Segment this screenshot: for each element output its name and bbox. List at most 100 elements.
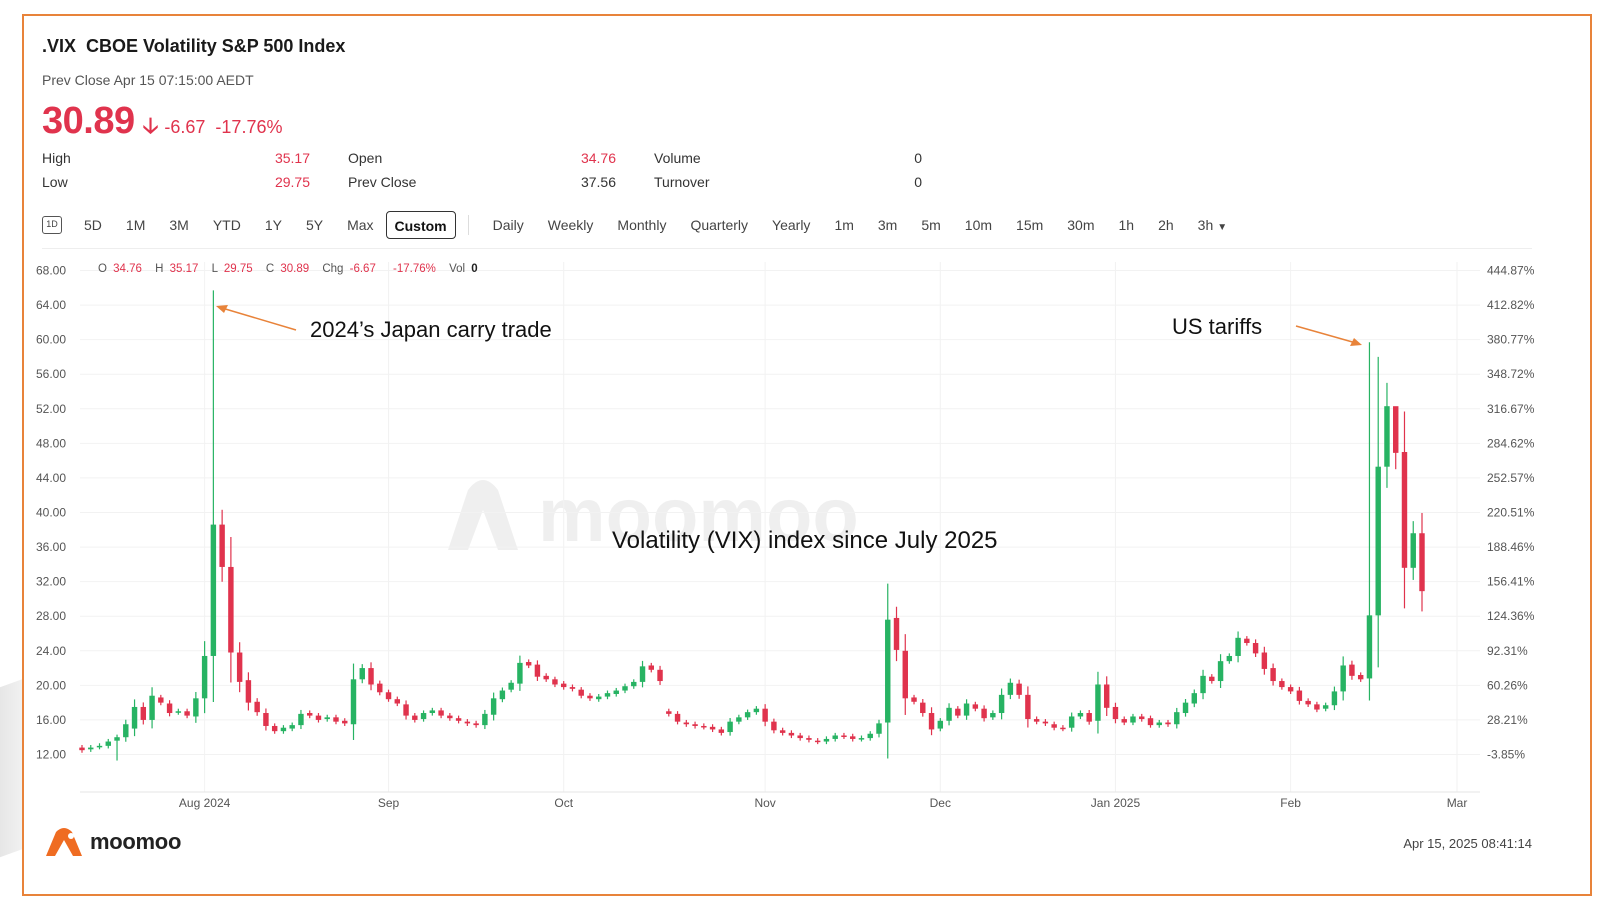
candle-body <box>963 703 970 716</box>
candle-body <box>245 680 252 703</box>
ohlc-chg-label: Chg <box>322 263 343 275</box>
y-right-tick-label: 60.26% <box>1487 678 1528 692</box>
candle-body <box>1235 637 1241 656</box>
candle-body <box>1261 652 1268 669</box>
y-tick-label: 20.00 <box>36 678 66 692</box>
price-row: 30.89 🡣 -6.67 -17.76% <box>42 100 282 147</box>
candle-body <box>1121 719 1127 723</box>
candle-body <box>1287 687 1294 692</box>
stat-value: 29.75 <box>274 174 310 190</box>
interval-1h[interactable]: 1h <box>1118 217 1135 233</box>
y-tick-label: 32.00 <box>36 575 66 589</box>
prev-close-time: Prev Close Apr 15 07:15:00 AEDT <box>42 72 254 88</box>
y-tick-label: 56.00 <box>36 367 66 381</box>
candle-body <box>902 650 908 699</box>
toolbar-divider-line <box>42 248 1532 249</box>
watermark-brand: moomoo <box>538 472 859 558</box>
range-ytd[interactable]: YTD <box>212 217 241 233</box>
candle-body <box>657 669 663 682</box>
candle-body <box>412 715 418 720</box>
candle-body <box>534 664 541 677</box>
candle-body <box>762 708 768 722</box>
candle-body <box>744 712 751 718</box>
y-axis-left: 68.00 64.00 60.00 56.00 52.00 48.00 44.00 40.00… <box>36 264 66 762</box>
candle-body <box>674 713 681 722</box>
moomoo-watermark: moomoo <box>438 470 859 560</box>
interval-daily[interactable]: Daily <box>492 217 524 233</box>
y-right-tick-label: 156.41% <box>1487 575 1535 589</box>
candle-body <box>928 713 935 730</box>
candle-body <box>96 745 103 748</box>
interval-3m[interactable]: 3m <box>877 217 898 233</box>
range-max[interactable]: Max <box>347 217 374 233</box>
interval-quarterly[interactable]: Quarterly <box>690 217 749 233</box>
candle-body <box>131 706 138 729</box>
candle-body <box>464 721 471 724</box>
y-tick-label: 52.00 <box>36 402 66 416</box>
interval-5m[interactable]: 5m <box>921 217 941 233</box>
range-5y[interactable]: 5Y <box>305 217 324 233</box>
candle-body <box>604 693 611 697</box>
tariffs-arrow-head-icon <box>1350 338 1362 346</box>
candle-body <box>1270 668 1276 682</box>
candle-body <box>885 619 891 723</box>
stat-turnover: Turnover <box>654 174 710 190</box>
interval-yearly[interactable]: Yearly <box>772 217 811 233</box>
ohlc-h-label: H <box>155 263 163 275</box>
candle-body <box>858 738 865 740</box>
interval-15m[interactable]: 15m <box>1016 217 1044 233</box>
candle-body <box>543 675 549 680</box>
interval-10m[interactable]: 10m <box>964 217 993 233</box>
candle-body <box>79 747 85 751</box>
candle-body <box>946 707 952 721</box>
range-5d[interactable]: 5D <box>84 217 102 233</box>
ohlc-l-label: L <box>212 263 219 275</box>
candle-body <box>972 704 979 709</box>
candle-body <box>727 721 733 733</box>
ticker-symbol: .VIX <box>42 36 77 56</box>
x-tick-label: Dec <box>930 796 951 810</box>
candle-body <box>114 737 120 741</box>
candle-body <box>1314 704 1320 710</box>
candle-body <box>806 738 812 740</box>
candle-body <box>981 708 987 719</box>
interval-2h[interactable]: 2h <box>1158 217 1174 233</box>
screenshot-frame <box>22 14 1592 896</box>
candle-body <box>429 710 436 714</box>
candle-body <box>823 738 830 742</box>
candle-body <box>236 652 243 682</box>
footer-timestamp: Apr 15, 2025 08:41:14 <box>1403 836 1532 851</box>
chart-grid <box>80 262 1480 792</box>
range-custom-button[interactable]: Custom <box>385 211 456 239</box>
range-1m[interactable]: 1M <box>125 217 146 233</box>
candle-body <box>709 726 716 730</box>
candle-body <box>1130 716 1136 723</box>
candle-body <box>394 699 401 704</box>
candle-body <box>324 717 330 720</box>
x-tick-label: Sep <box>378 796 400 810</box>
candle-body <box>1340 665 1346 692</box>
y-axis-right: 444.87% 412.82% 380.77% 348.72% 316.67% 284.6… <box>1487 264 1535 762</box>
interval-3h[interactable]: 3h ▼ <box>1186 211 1239 239</box>
range-3m[interactable]: 3M <box>169 217 189 233</box>
moomoo-logo-icon <box>448 480 518 550</box>
ohlc-c-value: 30.89 <box>280 263 309 275</box>
stat-label: Prev Close <box>348 174 417 190</box>
ohlc-vol-value: 0 <box>471 263 477 275</box>
interval-monthly[interactable]: Monthly <box>617 217 667 233</box>
candle-body <box>1349 664 1355 676</box>
candle-body <box>1279 681 1285 688</box>
y-tick-label: 64.00 <box>36 298 66 312</box>
candle-body <box>219 524 225 567</box>
candle-body <box>280 727 287 732</box>
one-day-icon[interactable]: 1D <box>42 216 62 234</box>
interval-weekly[interactable]: Weekly <box>547 217 594 233</box>
candle-body <box>920 702 926 714</box>
candle-body <box>560 683 567 688</box>
candle-body <box>1305 700 1311 705</box>
interval-1m[interactable]: 1m <box>834 217 854 233</box>
range-1y[interactable]: 1Y <box>264 217 282 233</box>
interval-30m[interactable]: 30m <box>1067 217 1095 233</box>
